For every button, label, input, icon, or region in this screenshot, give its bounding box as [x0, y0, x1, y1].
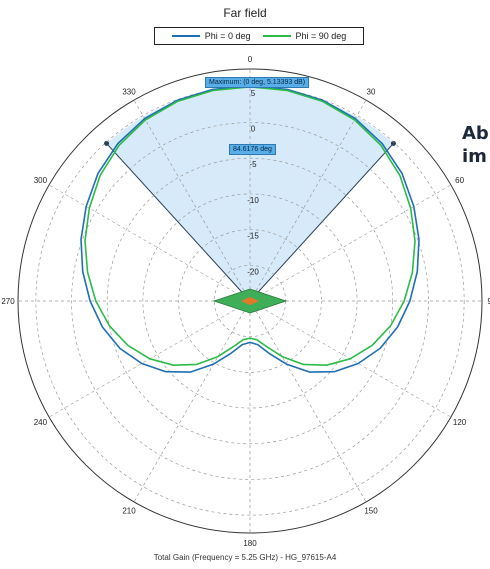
series-phi-0-line	[80, 85, 420, 373]
beamwidth-sector	[106, 87, 394, 301]
radial-tick-label: -10	[247, 196, 259, 205]
angle-tick-label: 300	[34, 176, 48, 185]
angle-tick-label: 60	[455, 176, 464, 185]
beamwidth-edge-marker	[390, 140, 396, 146]
legend-label-phi-0: Phi = 0 deg	[204, 31, 251, 41]
radial-tick-label: 0	[251, 125, 256, 134]
maximum-annotation: Maximum: (0 deg, 5.13393 dB)	[205, 77, 310, 88]
angle-tick-label: 0	[248, 55, 253, 64]
side-text: Ab im	[462, 123, 489, 167]
antenna-patch-icon	[241, 297, 259, 305]
polar-grid-spoke	[249, 300, 367, 503]
angle-tick-label: 90	[488, 297, 490, 306]
angle-tick-label: 210	[122, 507, 136, 516]
legend-item-phi-90: Phi = 90 deg	[262, 31, 347, 41]
polar-grid-spoke	[133, 99, 251, 302]
legend: Phi = 0 deg Phi = 90 deg	[154, 27, 364, 45]
polar-grid-ring	[178, 229, 322, 373]
polar-grid-spoke	[133, 300, 251, 503]
polar-grid-spoke	[48, 184, 251, 302]
radial-tick-label: 5	[251, 89, 256, 98]
radial-tick-label: -5	[249, 160, 257, 169]
angle-tick-label: 240	[34, 418, 48, 427]
polar-grid-spoke	[249, 99, 367, 302]
beamwidth-edge-line	[106, 143, 251, 302]
legend-line-icon	[171, 35, 200, 37]
polar-grid-ring	[71, 122, 429, 480]
legend-line-icon	[262, 35, 291, 37]
angle-tick-label: 120	[453, 418, 467, 427]
polar-grid-spoke	[249, 184, 452, 302]
angle-tick-label: 330	[122, 87, 136, 96]
legend-item-phi-0: Phi = 0 deg	[171, 31, 251, 41]
polar-outer-ring	[17, 68, 483, 534]
chart-caption: Total Gain (Frequency = 5.25 GHz) - HG_9…	[153, 553, 337, 562]
angle-tick-label: 270	[1, 297, 15, 306]
angle-tick-label: 180	[243, 539, 257, 548]
chart-title: Far field	[223, 6, 267, 20]
radial-tick-label: -15	[247, 232, 259, 241]
polar-grid-ring	[142, 193, 358, 409]
polar-grid-ring	[106, 157, 394, 445]
legend-label-phi-90: Phi = 90 deg	[295, 31, 347, 41]
beamwidth-edge-marker	[104, 140, 110, 146]
radial-tick-label: -20	[247, 267, 259, 276]
beamwidth-annotation: 84.6176 deg	[229, 144, 276, 155]
angle-tick-label: 150	[364, 507, 378, 516]
angle-tick-label: 30	[367, 87, 376, 96]
series-phi-90-line	[84, 86, 416, 366]
